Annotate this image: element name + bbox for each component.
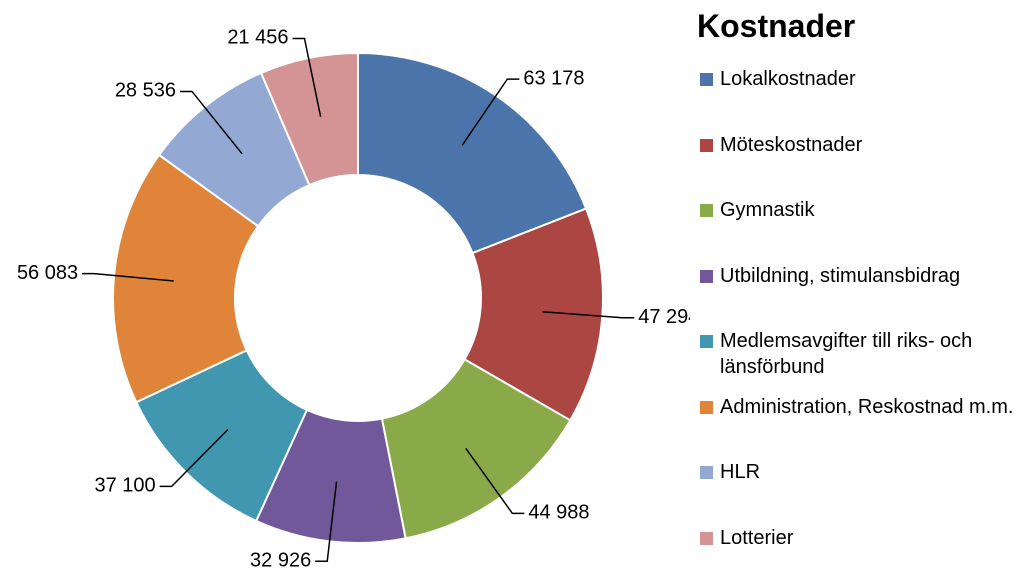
leader-line [179, 90, 243, 155]
donut-slice [357, 51, 588, 255]
donut-slice [112, 153, 260, 404]
leader-line [465, 447, 525, 515]
leader-line [292, 37, 322, 117]
legend-swatch [700, 466, 713, 479]
data-label: 21 456 [227, 27, 288, 49]
plot-area: 63 178 47 294 44 988 32 926 37 100 56 083 28 5… [17, 27, 690, 572]
legend-swatch [700, 138, 713, 152]
legend-title: Kostnader [697, 8, 856, 44]
leader-line [159, 429, 229, 488]
data-label: 44 988 [528, 502, 589, 524]
legend-item: Medlemsavgifter till riks- och länsförbu… [700, 328, 1034, 380]
leader-line [461, 78, 520, 146]
leader-line [82, 272, 174, 282]
data-label: 28 536 [115, 80, 176, 102]
legend-label: Administration, Reskostnad m.m. [720, 395, 1014, 418]
legend-swatch [700, 531, 713, 545]
legend-item: HLR [700, 459, 1034, 485]
donut-slice [463, 207, 604, 422]
donut-slice [259, 51, 359, 187]
legend-swatch [700, 335, 713, 348]
legend-item: Gymnastik [700, 197, 1034, 223]
donut-slice [380, 358, 572, 540]
legend-swatch [700, 73, 713, 86]
legend-item: Administration, Reskostnad m.m. [700, 394, 1034, 420]
legend-label: Möteskostnader [720, 133, 863, 156]
legend-label: HLR [720, 461, 761, 483]
data-label: 56 083 [17, 262, 78, 284]
legend-item: Utbildning, stimulansbidrag [700, 263, 1034, 289]
data-label: 63 178 [523, 67, 584, 89]
legend-label: Lotterier [720, 526, 794, 549]
legend-label: Gymnastik [720, 199, 815, 221]
data-label: 37 100 [94, 475, 155, 497]
legend-label: Medlemsavgifter till riks- och länsförbu… [720, 330, 973, 378]
legend-swatch [700, 400, 713, 414]
legend-swatch [700, 204, 713, 217]
leader-line [315, 481, 338, 562]
data-label: 47 294 [638, 306, 690, 328]
data-label: 32 926 [250, 549, 311, 571]
legend-item: Möteskostnader [700, 132, 1034, 158]
legend-swatch [700, 269, 713, 283]
legend-item: Lokalkostnader [700, 66, 1034, 92]
legend-item: Lotterier [700, 525, 1034, 551]
leader-line [542, 311, 635, 319]
legend-label: Lokalkostnader [720, 68, 856, 90]
legend-label: Utbildning, stimulansbidrag [720, 264, 961, 287]
